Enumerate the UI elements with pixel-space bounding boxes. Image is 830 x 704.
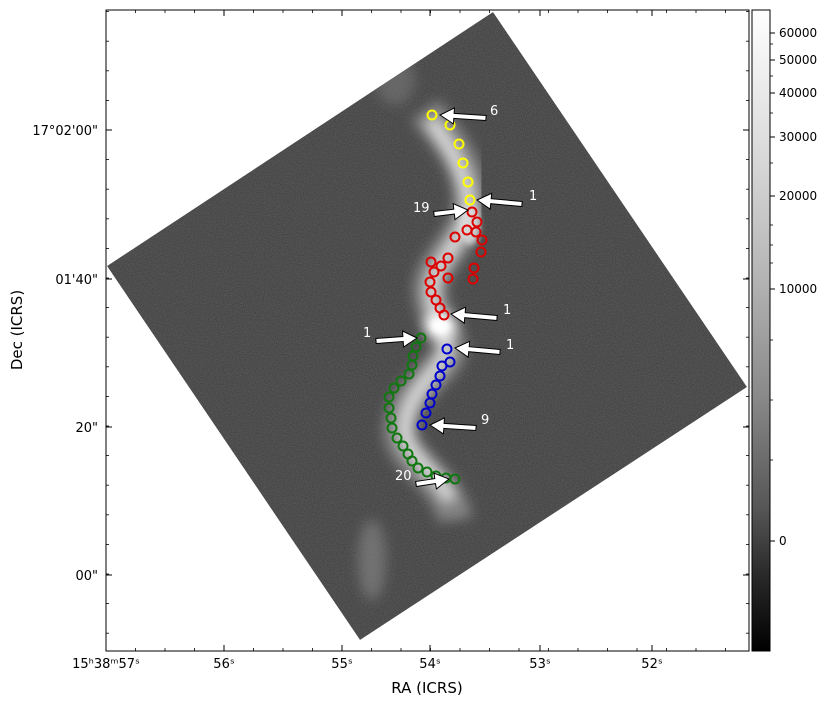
marker-circle	[464, 194, 476, 206]
marker-circle	[442, 252, 454, 264]
annotation-arrow	[428, 417, 477, 435]
annotation-label: 1	[363, 326, 371, 341]
marker-circle	[457, 157, 469, 169]
plot-border	[105, 9, 750, 652]
x-axis-title: RA (ICRS)	[391, 679, 462, 697]
marker-circle	[428, 266, 440, 278]
marker-circle	[449, 231, 461, 243]
marker-circle	[395, 375, 407, 387]
x-tick-label: 55ˢ	[331, 657, 353, 672]
marker-circle	[421, 466, 433, 478]
marker-circle	[424, 276, 436, 288]
marker-circle	[412, 462, 424, 474]
annotation-arrow	[433, 202, 470, 221]
colorbar-tick-label: 40000	[779, 86, 817, 100]
annotation-label: 19	[413, 201, 430, 216]
marker-circle	[438, 309, 450, 321]
x-tick-label: 15ʰ38ᵐ57ˢ	[72, 657, 140, 672]
marker-circle	[385, 412, 397, 424]
annotation-label: 1	[529, 189, 537, 204]
marker-circle	[475, 246, 487, 258]
y-tick-label: 01'40"	[55, 273, 98, 288]
marker-circle	[462, 176, 474, 188]
marker-circle	[435, 260, 447, 272]
colorbar-ticks: 60000 50000 40000 30000 20000 10000 0	[770, 26, 817, 548]
annotation-arrow	[375, 330, 419, 348]
marker-circle	[467, 273, 479, 285]
y-tick-label: 00"	[75, 569, 98, 584]
marker-circle	[425, 286, 437, 298]
marker-circle	[406, 455, 418, 467]
marker-circle	[391, 432, 403, 444]
y-axis: 17°02'00" 01'40" 20" 00"	[32, 11, 749, 634]
colorbar-tick-label: 50000	[779, 53, 817, 67]
colorbar-tick-label: 0	[779, 534, 787, 548]
marker-circle	[434, 370, 446, 382]
colorbar	[751, 9, 771, 652]
marker-circle	[383, 402, 395, 414]
marker-circle	[424, 397, 436, 409]
y-tick-label: 17°02'00"	[32, 124, 98, 139]
marker-circle	[388, 382, 400, 394]
marker-circle	[453, 138, 465, 150]
marker-circle	[436, 360, 448, 372]
marker-circle	[476, 234, 488, 246]
annotation-arrow	[453, 340, 501, 359]
marker-circle	[471, 216, 483, 228]
marker-circle	[383, 391, 395, 403]
marker-circle	[449, 473, 461, 485]
x-tick-label: 54ˢ	[419, 657, 441, 672]
marker-circle	[426, 109, 438, 121]
x-tick-label: 56ˢ	[213, 657, 235, 672]
marker-sequences	[383, 109, 488, 485]
y-axis-title: Dec (ICRS)	[8, 290, 26, 370]
annotation-label: 9	[481, 413, 489, 428]
colorbar-tick-label: 60000	[779, 26, 817, 40]
colorbar-tick-label: 30000	[779, 130, 817, 144]
marker-circle	[420, 407, 432, 419]
x-axis: 15ʰ38ᵐ57ˢ 56ˢ 55ˢ 54ˢ 53ˢ 52ˢ	[72, 10, 726, 672]
x-tick-label: 52ˢ	[641, 657, 663, 672]
marker-circle	[441, 343, 453, 355]
annotation-label: 1	[506, 338, 514, 353]
marker-circle	[468, 262, 480, 274]
colorbar-tick-label: 10000	[779, 282, 817, 296]
annotation-arrow	[449, 306, 498, 325]
annotation-arrow	[415, 472, 450, 490]
marker-circle	[430, 379, 442, 391]
y-tick-label: 20"	[75, 421, 98, 436]
marker-circle	[416, 419, 428, 431]
marker-circle	[461, 224, 473, 236]
marker-circle	[442, 272, 454, 284]
colorbar-tick-label: 20000	[779, 189, 817, 203]
annotation-arrow	[475, 192, 523, 211]
marker-circle	[403, 368, 415, 380]
marker-circle	[425, 256, 437, 268]
x-tick-label: 53ˢ	[529, 657, 551, 672]
annotation-label: 1	[503, 303, 511, 318]
annotation-label: 6	[490, 104, 498, 119]
annotation-label: 20	[395, 469, 412, 484]
marker-circle	[386, 422, 398, 434]
annotation-arrow	[438, 107, 487, 125]
marker-circle	[466, 206, 478, 218]
marker-circle	[397, 440, 409, 452]
